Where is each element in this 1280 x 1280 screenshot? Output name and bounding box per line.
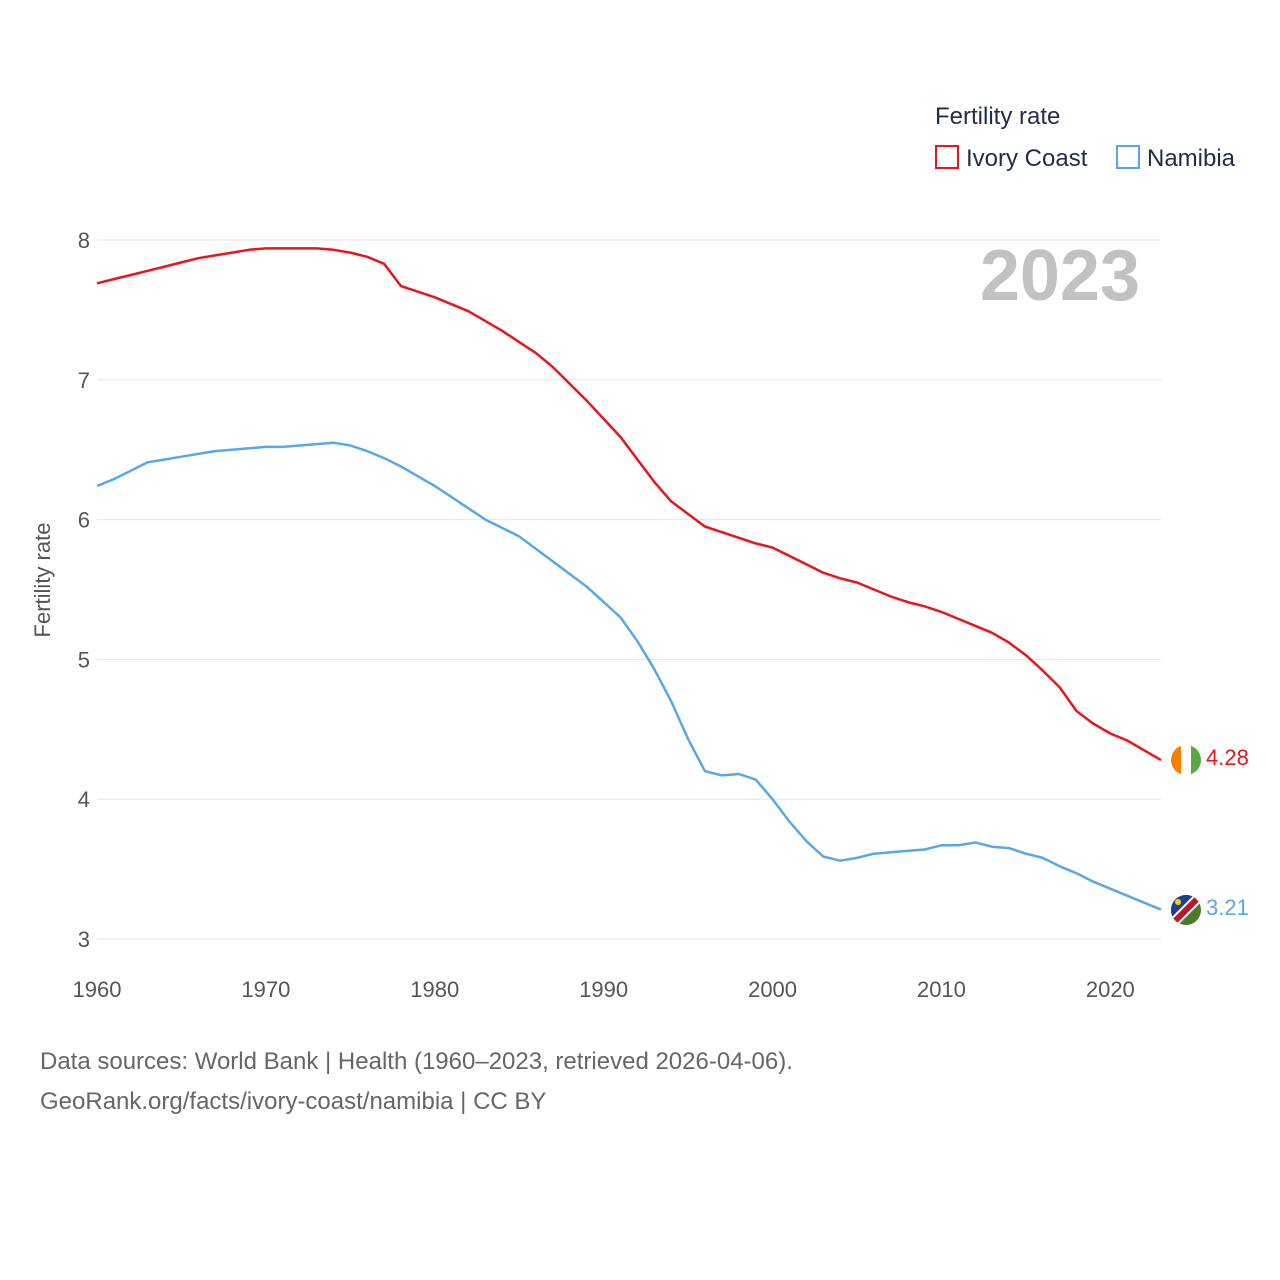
source-line-url[interactable]: GeoRank.org/facts/ivory-coast/namibia | … xyxy=(40,1088,547,1115)
x-tick-label: 2020 xyxy=(1086,977,1135,1002)
y-tick-label: 8 xyxy=(78,228,90,253)
series-line-ivory-coast[interactable] xyxy=(96,247,1162,762)
y-axis-ticks: 3 4 5 6 7 8 xyxy=(78,228,90,952)
series-lines xyxy=(96,247,1162,911)
x-tick-label: 1990 xyxy=(579,977,628,1002)
legend-title: Fertility rate xyxy=(935,103,1060,130)
y-tick-label: 7 xyxy=(78,368,90,393)
source-notes: Data sources: World Bank | Health (1960–… xyxy=(40,1042,793,1122)
y-tick-label: 4 xyxy=(78,787,90,812)
series-line-namibia[interactable] xyxy=(96,441,1162,911)
gridlines xyxy=(97,239,1161,940)
x-tick-label: 2000 xyxy=(748,977,797,1002)
y-axis-label: Fertility rate xyxy=(30,523,55,638)
ivory-coast-flag-icon xyxy=(1171,745,1201,775)
x-tick-label: 1960 xyxy=(73,977,122,1002)
current-year-label: 2023 xyxy=(980,236,1140,316)
y-tick-label: 5 xyxy=(78,647,90,672)
x-tick-label: 1970 xyxy=(241,977,290,1002)
end-value-namibia: 3.21 xyxy=(1206,895,1249,920)
x-axis-ticks: 1960 1970 1980 1990 2000 2010 2020 xyxy=(73,977,1135,1002)
y-tick-label: 3 xyxy=(78,927,90,952)
x-tick-label: 1980 xyxy=(410,977,459,1002)
legend-swatch-ivory-coast[interactable] xyxy=(935,145,959,169)
end-value-ivory-coast: 4.28 xyxy=(1206,745,1249,770)
legend: Fertility rate Ivory Coast Namibia xyxy=(935,103,1236,172)
y-tick-label: 6 xyxy=(78,508,90,533)
legend-label-ivory-coast[interactable]: Ivory Coast xyxy=(966,145,1088,172)
legend-label-namibia[interactable]: Namibia xyxy=(1147,145,1236,172)
legend-swatch-namibia[interactable] xyxy=(1116,145,1140,169)
x-tick-label: 2010 xyxy=(917,977,966,1002)
source-line-data: Data sources: World Bank | Health (1960–… xyxy=(40,1048,793,1075)
namibia-flag-icon xyxy=(1171,895,1201,925)
